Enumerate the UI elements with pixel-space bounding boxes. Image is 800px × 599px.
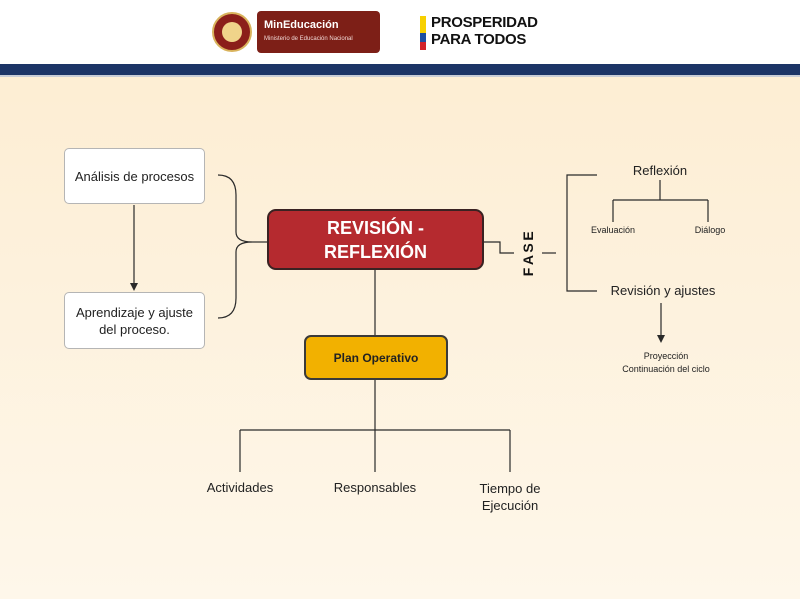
colombia-flag-icon: [420, 16, 426, 50]
fase-top-label: Reflexión: [632, 163, 688, 178]
analysis-label: Análisis de procesos: [74, 168, 195, 184]
plan-child-responsibles: Responsables: [333, 480, 417, 495]
ministry-subtitle: Ministerio de Educación Nacional: [264, 36, 353, 42]
fase-result-line-2: Continuación del ciclo: [622, 364, 710, 374]
left-brace: [217, 174, 253, 319]
fase-result-line-1: Proyección: [643, 351, 689, 361]
plan-box: Plan Operativo: [304, 335, 448, 380]
analysis-box: Análisis de procesos: [64, 148, 205, 204]
header-bar-shadow: [0, 75, 800, 77]
ministry-name: MinEducación: [264, 19, 339, 31]
learning-box: Aprendizaje y ajuste del proceso.: [64, 292, 205, 349]
coat-of-arms-icon: [212, 12, 252, 52]
plan-child-time: Tiempo de Ejecución: [479, 481, 541, 513]
slogan-logo: PROSPERIDAD PARA TODOS: [431, 14, 538, 48]
fase-bottom-label: Revisión y ajustes: [610, 283, 716, 298]
left-arrow-head: [130, 283, 138, 291]
header: MinEducación Ministerio de Educación Nac…: [0, 0, 800, 64]
fase-bracket: [566, 174, 597, 292]
center-label: REVISIÓN - REFLEXIÓN: [323, 217, 427, 262]
fase-child-evaluation: Evaluación: [590, 225, 636, 235]
plan-label: Plan Operativo: [333, 350, 419, 365]
fase-child-dialogue: Diálogo: [694, 225, 726, 235]
fase-result: Proyección Continuación del ciclo: [606, 350, 726, 376]
center-box: REVISIÓN - REFLEXIÓN: [267, 209, 484, 270]
revision-arrow-head: [657, 335, 665, 343]
header-bar: [0, 64, 800, 75]
center-to-fase: [484, 241, 514, 254]
learning-label: Aprendizaje y ajuste del proceso.: [75, 304, 194, 337]
ministry-logo: MinEducación Ministerio de Educación Nac…: [257, 11, 380, 53]
slogan-line-2: PARA TODOS: [431, 31, 527, 48]
slogan-line-1: PROSPERIDAD: [431, 14, 538, 31]
plan-child-activities: Actividades: [206, 480, 274, 495]
